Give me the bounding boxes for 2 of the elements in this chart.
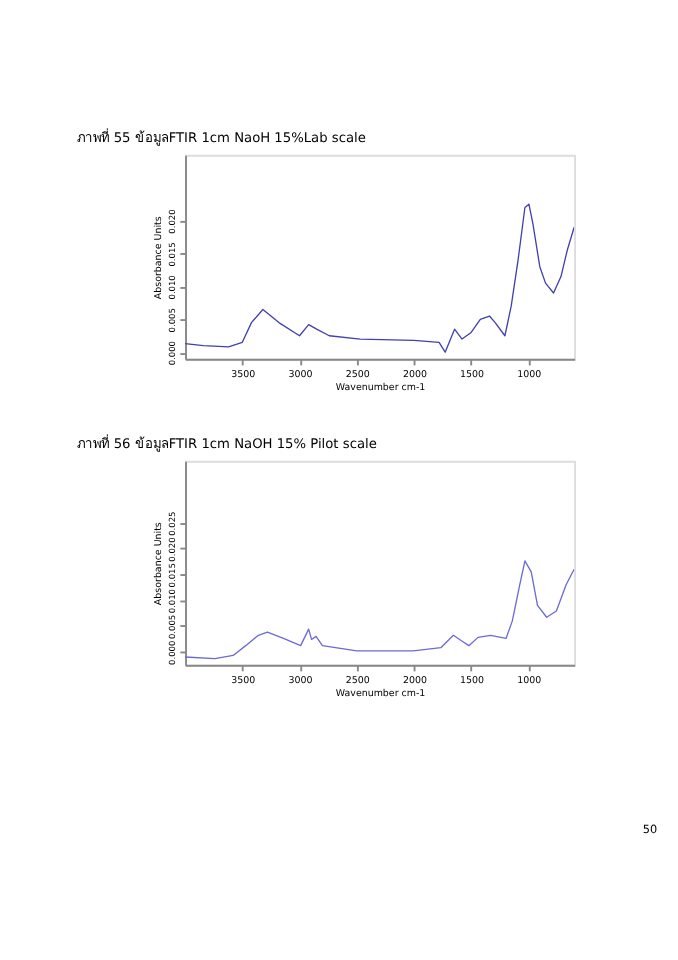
line-series [185, 203, 575, 353]
line-series [185, 560, 575, 660]
